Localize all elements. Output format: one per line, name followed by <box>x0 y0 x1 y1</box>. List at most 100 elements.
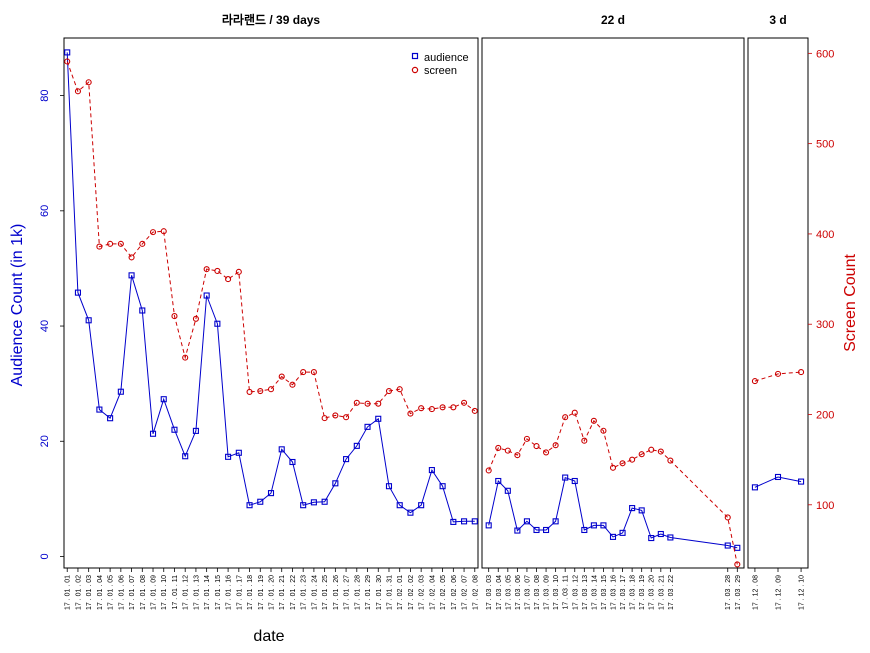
x-tick-label: 17 . 02 . 02 <box>408 575 415 610</box>
series-line-audience <box>754 476 802 488</box>
panel-2: 22 d 17 . 03 . 03 17 . 03 . 04 17 . 03 . 05… <box>481 13 745 610</box>
point-screen <box>619 460 626 467</box>
x-tick-label: 17 . 01 . 17 <box>236 575 243 610</box>
left-tick-label: 80 <box>39 89 51 101</box>
point-screen <box>160 228 167 235</box>
point-screen <box>182 354 189 361</box>
left-tick-label: 60 <box>39 205 51 217</box>
right-axis-title: Screen Count <box>842 254 859 352</box>
x-tick-label: 17 . 01 . 12 <box>183 575 190 610</box>
point-audience <box>571 477 578 485</box>
point-audience <box>734 544 741 551</box>
right-tick-label: 600 <box>816 48 834 60</box>
x-tick-label: 17 . 01 . 11 <box>172 575 179 610</box>
panel-1: 라라랜드 / 39 days 17 . 01 . 01 17 . 01 . 02 17… <box>63 12 479 610</box>
point-screen <box>225 276 232 283</box>
x-tick-label: 17 . 01 . 15 <box>215 575 222 610</box>
legend: audience screen <box>411 52 469 77</box>
panel-title: 라라랜드 / 39 days <box>222 12 321 27</box>
x-tick-label: 17 . 03 . 07 <box>524 575 531 610</box>
point-screen <box>609 464 617 471</box>
x-tick-label: 17 . 01 . 04 <box>97 575 104 610</box>
point-screen <box>257 387 264 395</box>
x-tick-label: 17 . 03 . 12 <box>572 575 579 610</box>
point-audience <box>562 474 569 481</box>
point-screen <box>657 448 664 455</box>
x-tick-label: 17 . 01 . 28 <box>354 575 361 610</box>
point-audience <box>514 527 521 534</box>
point-screen <box>514 452 521 459</box>
panels-layer: 라라랜드 / 39 days 17 . 01 . 01 17 . 01 . 02 17… <box>63 12 809 610</box>
point-audience <box>332 480 339 487</box>
x-tick-label: 17 . 03 . 17 <box>620 575 627 610</box>
x-tick-label: 17 . 01 . 01 <box>65 575 72 610</box>
x-axis-title: date <box>253 628 284 645</box>
point-audience <box>364 423 371 430</box>
point-screen <box>85 79 92 86</box>
point-audience <box>629 505 636 512</box>
x-tick-label: 17 . 03 . 18 <box>630 575 637 610</box>
point-audience <box>235 449 242 456</box>
x-tick-label: 17 . 01 . 21 <box>279 575 286 610</box>
x-tick-label: 17 . 03 . 14 <box>591 575 598 610</box>
point-audience <box>407 509 414 516</box>
x-tick-label: 17 . 03 . 13 <box>582 575 589 610</box>
point-screen <box>450 404 457 411</box>
right-tick-label: 100 <box>816 500 834 512</box>
point-screen <box>139 240 146 247</box>
left-tick-label: 40 <box>39 320 51 332</box>
point-screen <box>600 427 607 434</box>
point-screen <box>203 266 210 273</box>
series-line-screen <box>66 61 476 419</box>
point-screen <box>590 417 597 424</box>
point-screen <box>543 449 550 456</box>
point-audience <box>619 529 626 536</box>
point-screen <box>278 373 285 380</box>
x-tick-label: 17 . 01 . 19 <box>258 575 265 610</box>
x-tick-label: 17 . 12 . 08 <box>752 575 759 610</box>
point-audience <box>257 498 264 505</box>
x-tick-label: 17 . 02 . 07 <box>462 575 469 610</box>
x-tick-label: 17 . 01 . 31 <box>386 575 393 610</box>
x-tick-label: 17 . 03 . 03 <box>486 575 493 610</box>
x-tick-label: 17 . 01 . 16 <box>226 575 233 610</box>
x-tick-label: 17 . 03 . 06 <box>515 575 522 610</box>
point-screen <box>64 58 71 65</box>
point-screen <box>428 406 435 413</box>
point-screen <box>495 444 502 451</box>
x-tick-label: 17 . 03 . 08 <box>534 575 541 610</box>
x-tick-label: 17 . 01 . 29 <box>365 575 372 610</box>
point-screen <box>734 561 741 568</box>
x-tick-label: 17 . 01 . 05 <box>108 575 115 610</box>
point-audience <box>428 467 435 474</box>
point-audience <box>149 430 157 437</box>
point-screen <box>321 415 328 422</box>
point-audience <box>504 487 511 494</box>
x-tick-label: 17 . 02 . 04 <box>429 575 436 610</box>
series-line-screen <box>488 412 738 565</box>
point-audience <box>278 446 285 453</box>
legend-screen-marker <box>411 66 419 74</box>
point-screen <box>192 315 199 322</box>
x-tick-label: 17 . 01 . 27 <box>344 575 351 610</box>
point-audience <box>774 473 782 481</box>
point-screen <box>407 410 414 417</box>
point-audience <box>300 502 307 509</box>
point-audience <box>581 526 588 534</box>
x-tick-label: 17 . 03 . 15 <box>601 575 608 610</box>
x-tick-label: 17 . 01 . 20 <box>269 575 276 610</box>
series-line-audience <box>488 476 738 549</box>
point-audience <box>214 320 221 327</box>
point-screen <box>246 388 253 395</box>
point-screen <box>332 412 339 419</box>
x-tick-label: 17 . 01 . 30 <box>376 575 383 610</box>
x-tick-label: 17 . 01 . 10 <box>161 575 168 610</box>
x-tick-label: 17 . 03 . 28 <box>725 575 732 610</box>
point-audience <box>485 522 492 529</box>
point-screen <box>648 446 655 453</box>
x-tick-label: 17 . 03 . 04 <box>496 575 503 610</box>
point-audience <box>523 518 530 525</box>
point-screen <box>117 240 124 247</box>
point-screen <box>774 370 782 377</box>
